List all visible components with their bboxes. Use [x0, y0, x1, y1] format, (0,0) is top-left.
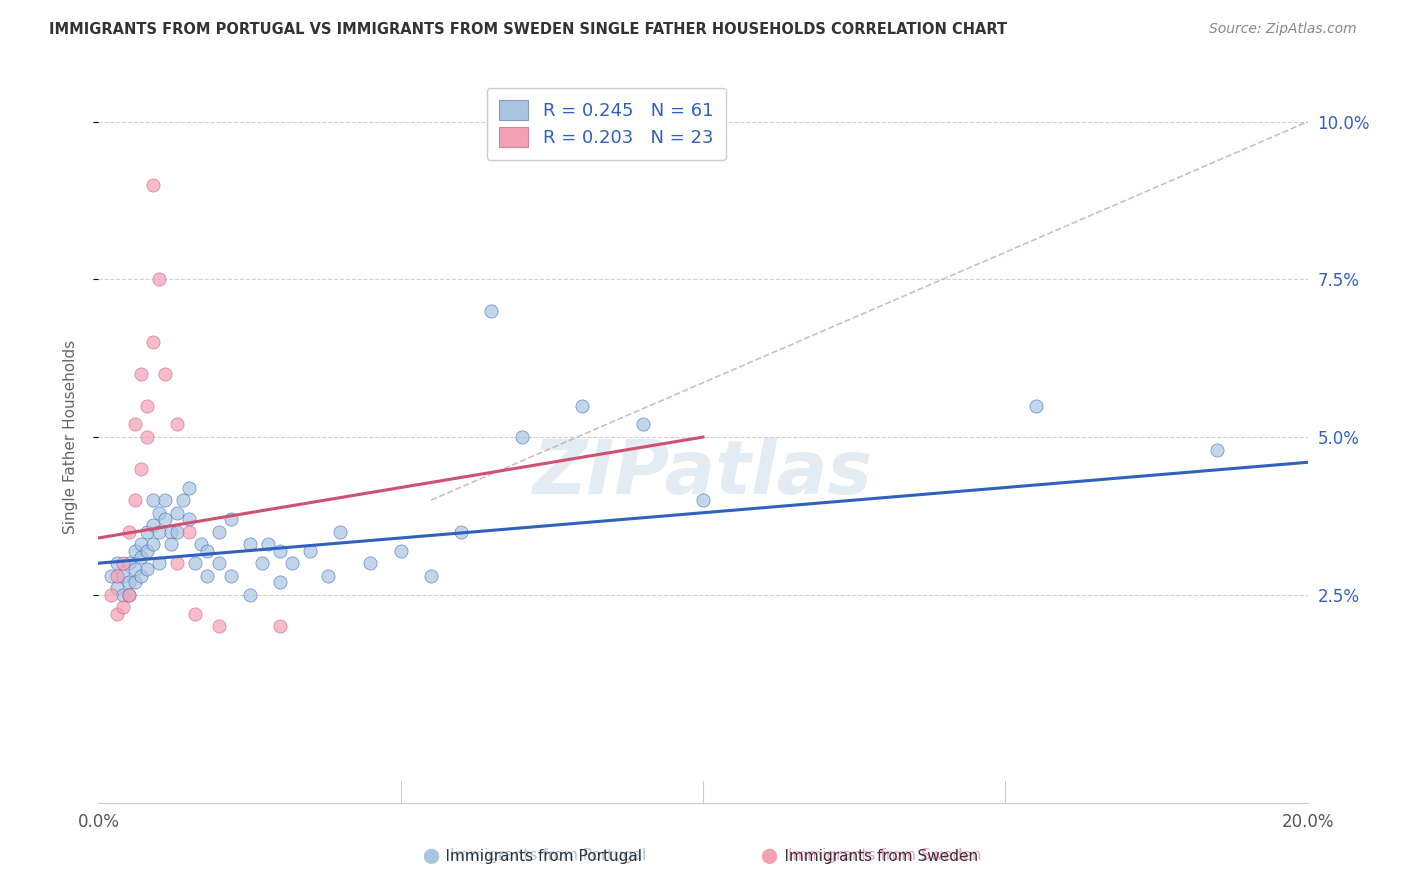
Text: ⬤  Immigrants from Portugal: ⬤ Immigrants from Portugal	[423, 848, 645, 864]
Point	[316, 569, 339, 583]
Point	[208, 619, 231, 633]
Point	[100, 569, 122, 583]
Point	[160, 537, 183, 551]
Point	[153, 367, 176, 381]
Point	[179, 512, 201, 526]
Point	[184, 607, 207, 621]
Point	[481, 304, 503, 318]
Point	[142, 518, 165, 533]
Point	[148, 524, 170, 539]
Point	[190, 537, 212, 551]
Point	[142, 537, 165, 551]
Point	[281, 556, 304, 570]
Point	[269, 575, 291, 590]
Point	[118, 588, 141, 602]
Point	[179, 481, 201, 495]
Point	[389, 543, 412, 558]
Text: IMMIGRANTS FROM PORTUGAL VS IMMIGRANTS FROM SWEDEN SINGLE FATHER HOUSEHOLDS CORR: IMMIGRANTS FROM PORTUGAL VS IMMIGRANTS F…	[49, 22, 1007, 37]
Point	[135, 430, 157, 444]
Point	[1206, 442, 1229, 457]
Text: Immigrants from Sweden: Immigrants from Sweden	[765, 849, 979, 863]
Point	[571, 399, 593, 413]
Point	[166, 417, 188, 432]
Y-axis label: Single Father Households: Single Father Households	[63, 340, 77, 534]
Point	[118, 556, 141, 570]
Point	[111, 588, 134, 602]
Point	[124, 562, 146, 576]
Point	[118, 524, 141, 539]
Point	[124, 575, 146, 590]
Point	[129, 537, 152, 551]
Point	[153, 512, 176, 526]
Point	[142, 493, 165, 508]
Point	[135, 399, 157, 413]
Point	[118, 575, 141, 590]
Point	[256, 537, 278, 551]
Point	[239, 588, 262, 602]
Point	[135, 562, 157, 576]
Point	[1024, 399, 1046, 413]
Point	[105, 569, 128, 583]
Point	[160, 524, 183, 539]
Text: ZIPatlas: ZIPatlas	[533, 437, 873, 510]
Point	[124, 493, 146, 508]
Point	[129, 569, 152, 583]
Point	[195, 543, 218, 558]
Point	[631, 417, 654, 432]
Point	[221, 512, 243, 526]
Point	[208, 524, 231, 539]
Point	[124, 417, 146, 432]
Point	[239, 537, 262, 551]
Point	[148, 272, 170, 286]
Point	[105, 556, 128, 570]
Text: Source: ZipAtlas.com: Source: ZipAtlas.com	[1209, 22, 1357, 37]
Point	[105, 582, 128, 596]
Legend: R = 0.245   N = 61, R = 0.203   N = 23: R = 0.245 N = 61, R = 0.203 N = 23	[486, 87, 725, 160]
Point	[195, 569, 218, 583]
Point	[510, 430, 533, 444]
Point	[166, 556, 188, 570]
Point	[299, 543, 322, 558]
Point	[692, 493, 714, 508]
Point	[111, 600, 134, 615]
Point	[184, 556, 207, 570]
Point	[166, 524, 188, 539]
Point	[148, 556, 170, 570]
Point	[208, 556, 231, 570]
Point	[329, 524, 352, 539]
Point	[111, 569, 134, 583]
Text: Immigrants from Portugal: Immigrants from Portugal	[426, 849, 643, 863]
Point	[111, 556, 134, 570]
Point	[148, 506, 170, 520]
Point	[129, 367, 152, 381]
Point	[250, 556, 273, 570]
Point	[269, 543, 291, 558]
Point	[166, 506, 188, 520]
Point	[420, 569, 443, 583]
Point	[172, 493, 194, 508]
Point	[129, 461, 152, 475]
Point	[124, 543, 146, 558]
Point	[105, 607, 128, 621]
Point	[142, 335, 165, 350]
Point	[118, 588, 141, 602]
Text: ⬤  Immigrants from Sweden: ⬤ Immigrants from Sweden	[762, 848, 981, 864]
Point	[129, 549, 152, 564]
Point	[179, 524, 201, 539]
Point	[153, 493, 176, 508]
Point	[269, 619, 291, 633]
Point	[450, 524, 472, 539]
Point	[221, 569, 243, 583]
Point	[100, 588, 122, 602]
Point	[360, 556, 382, 570]
Point	[135, 524, 157, 539]
Point	[142, 178, 165, 192]
Point	[135, 543, 157, 558]
